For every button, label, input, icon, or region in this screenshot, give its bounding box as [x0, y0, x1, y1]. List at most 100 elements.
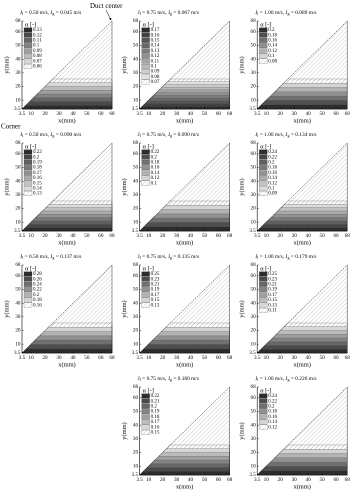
x-tick-label: 3.5: [19, 233, 26, 239]
legend-swatch: [259, 398, 268, 404]
legend-label: 0.14: [268, 176, 277, 181]
legend-swatch: [141, 430, 150, 435]
x-tick-label: 10: [146, 355, 152, 361]
subscript: l: [140, 133, 142, 138]
contour-region: [21, 348, 113, 354]
x-tick-label: 20: [42, 111, 48, 117]
y-axis-label: y(mm): [239, 178, 246, 195]
x-tick-label: 50: [319, 233, 325, 239]
x-tick-label: 20: [160, 111, 166, 117]
legend-label: 0.08: [33, 54, 42, 59]
title-part: J: [20, 10, 22, 16]
y-axis-label: y(mm): [239, 422, 246, 439]
contour-region: [256, 470, 348, 476]
title-part: = 0.50 m/s, J: [23, 10, 52, 16]
legend-label: 0.18: [268, 410, 277, 415]
subscript: g: [288, 377, 290, 382]
legend-swatch: [141, 302, 150, 308]
x-tick-label: 60: [98, 233, 104, 239]
y-tick-label: 68: [15, 262, 21, 268]
y-tick-label: 20: [251, 328, 257, 334]
y-tick-label: 10: [133, 97, 139, 103]
legend-title: α [-]: [25, 265, 36, 272]
legend-swatch: [259, 149, 268, 155]
y-tick-label: 10: [133, 219, 139, 225]
x-tick-label: 10: [146, 477, 152, 483]
legend-label: 0.21: [151, 399, 160, 404]
y-tick-label: 40: [15, 56, 21, 62]
legend-label: 0.1: [268, 187, 275, 192]
legend-swatch: [141, 27, 150, 33]
x-tick-label: 50: [202, 233, 208, 239]
legend-swatch: [141, 409, 150, 414]
legend-swatch: [259, 297, 268, 303]
title-part: J: [20, 254, 22, 260]
legend-label: 0.08: [151, 75, 160, 80]
legend-label: 0.1: [151, 65, 158, 70]
legend-label: 0.17: [33, 171, 42, 176]
legend-swatch: [141, 58, 150, 64]
x-tick-label: 3.5: [19, 355, 26, 361]
contour-region: [139, 471, 230, 476]
legend-label: 0.12: [268, 49, 277, 54]
y-tick-label: 3.5: [132, 228, 139, 234]
diagonal: [21, 142, 113, 232]
y-axis-label: y(mm): [239, 300, 246, 317]
x-tick-label: 50: [202, 477, 208, 483]
legend-swatch: [141, 393, 150, 399]
panel: Jl = 0.75 m/s, Jg = 0.135 m/s3.5 10 20 30 40…: [121, 254, 233, 368]
y-tick-label: 20: [15, 206, 21, 212]
x-tick-label: 68: [345, 355, 351, 361]
legend-swatch: [23, 154, 33, 160]
legend-label: 0.12: [268, 181, 277, 186]
title-part: = 0.137 m/s: [54, 254, 81, 260]
y-tick-label: 30: [15, 70, 21, 76]
y-tick-label: 68: [251, 18, 257, 24]
x-tick-label: 50: [319, 355, 325, 361]
subscript: l: [257, 133, 259, 138]
y-tick-label: 10: [251, 97, 257, 103]
legend-swatch: [259, 419, 268, 425]
annotation: Corner: [1, 123, 21, 131]
y-axis-label: y(mm): [121, 178, 128, 195]
x-tick-label: 30: [56, 233, 62, 239]
x-tick-label: 68: [109, 233, 115, 239]
legend-swatch: [23, 63, 33, 69]
y-tick-label: 3.5: [14, 228, 21, 234]
x-axis-label: x(mm): [176, 239, 193, 246]
y-tick-label: 60: [133, 395, 139, 401]
legend-swatch: [141, 48, 150, 54]
title-part: = 0.75 m/s, J: [141, 132, 170, 138]
legend-swatch: [141, 165, 150, 171]
legend-title: α [-]: [25, 21, 36, 28]
legend-swatch: [259, 180, 268, 186]
x-tick-label: 30: [56, 355, 62, 361]
legend-swatch: [259, 308, 268, 313]
legend-swatch: [141, 398, 150, 404]
x-tick-label: 30: [174, 477, 180, 483]
title-part: J: [255, 10, 257, 16]
legend-label: 0.16: [268, 415, 277, 420]
title-part: = 0.135 m/s: [172, 254, 199, 260]
legend-label: 0.23: [151, 277, 160, 282]
subscript: g: [52, 255, 54, 260]
x-tick-label: 40: [306, 477, 312, 483]
y-tick-label: 50: [133, 409, 139, 415]
title-part: J: [255, 254, 257, 260]
contour-region: [139, 106, 230, 110]
legend-label: 0.08: [268, 59, 277, 64]
x-tick-label: 60: [98, 355, 104, 361]
legend-label: 0.19: [151, 288, 160, 293]
y-tick-label: 50: [251, 43, 257, 49]
y-tick-label: 50: [251, 409, 257, 415]
legend-label: 0.13: [33, 28, 42, 33]
y-tick-label: 20: [133, 84, 139, 90]
legend-label: 0.12: [33, 33, 42, 38]
x-tick-label: 3.5: [136, 111, 143, 117]
x-tick-label: 60: [333, 233, 339, 239]
subscript: g: [288, 255, 290, 260]
title-part: = 0.75 m/s, J: [141, 10, 170, 16]
x-axis-label: x(mm): [176, 483, 193, 490]
subscript: l: [257, 377, 259, 382]
y-axis-label: y(mm): [3, 300, 10, 317]
